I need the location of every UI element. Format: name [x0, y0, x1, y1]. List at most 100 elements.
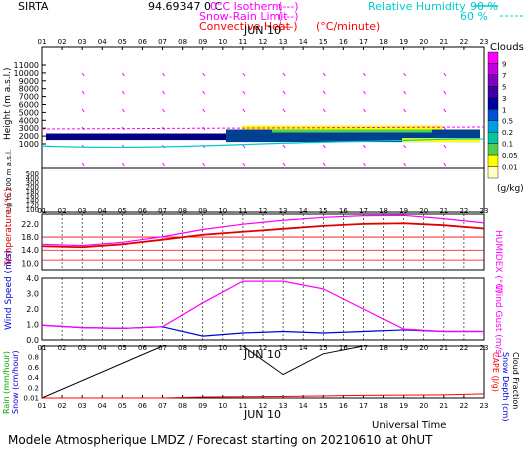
- colorbar-swatch: [487, 97, 499, 110]
- panel2-ylabel-right: HUMIDEX (°C): [493, 230, 503, 293]
- y-tick-label-upper: 7000: [19, 93, 39, 102]
- panel2-x-tick-label: 14: [299, 207, 308, 215]
- colorbar-tick-label: 0.1: [502, 141, 513, 149]
- wind-barb: [81, 72, 85, 77]
- panel3-x-tick-label: 08: [178, 344, 187, 352]
- panel3-x-tick-label: 13: [279, 344, 288, 352]
- panel1-ylabel: Height (m a.s.l.): [3, 67, 13, 140]
- colorbar-swatch: [487, 86, 499, 99]
- wind-barb: [443, 162, 447, 167]
- panel3-y-tick-label: 4.0: [26, 274, 39, 283]
- panel4-x-tick-label: 04: [98, 402, 107, 410]
- legend-convective-symbol: (—): [278, 20, 298, 33]
- panel2-x-tick-label: 12: [259, 207, 268, 215]
- humidity-60: 60 %: [460, 10, 488, 23]
- panel3-x-tick-label: 14: [299, 344, 308, 352]
- wind-barb: [322, 162, 326, 167]
- panel2-x-tick-label: 17: [359, 207, 368, 215]
- panel2-x-tick-label: 16: [339, 207, 348, 215]
- panel4-x-tick-label: 06: [138, 402, 147, 410]
- wind-barb: [403, 144, 407, 149]
- wind-barb: [162, 108, 165, 113]
- colorbar-tick-label: 0.05: [502, 152, 518, 160]
- panel4-ylabel-snow: Snow (cm/hour): [11, 350, 20, 414]
- panel4-x-tick-label: 12: [259, 402, 268, 410]
- legend-snowrain: Snow-Rain Limit: [199, 10, 288, 23]
- footer-title: Modele Atmospherique LMDZ / Forecast sta…: [8, 433, 433, 447]
- colorbar-title: Clouds: [490, 42, 524, 53]
- wind-barb: [242, 90, 246, 95]
- series-line-wind-gust: [41, 280, 484, 333]
- panel2-x-tick-label: 02: [58, 207, 67, 215]
- wind-barb: [242, 108, 246, 113]
- y-tick-label-lower: 300: [26, 179, 39, 187]
- panel2-x-tick-label: 10: [218, 207, 227, 215]
- y-tick-label-lower: 200: [26, 184, 39, 192]
- panel4-x-tick-label: 01: [38, 402, 47, 410]
- site-code: 94.69347: [148, 0, 201, 13]
- colorbar-tick-label: 0.01: [502, 164, 518, 172]
- y-tick-label-upper: 10000: [14, 69, 39, 78]
- panel2-x-tick-label: 15: [319, 207, 328, 215]
- y-tick-label-lower: 160: [26, 193, 39, 201]
- panel4-x-tick-label: 02: [58, 402, 67, 410]
- panel2-x-tick-label: 08: [178, 207, 187, 215]
- wind-barb: [162, 72, 165, 77]
- panel4-y-tick-label: 0.01: [23, 394, 39, 402]
- wind-barb: [322, 144, 326, 149]
- panel3-x-tick-label: 11: [238, 344, 247, 352]
- x-tick-label-top: 20: [419, 38, 428, 46]
- wind-barb: [81, 90, 85, 95]
- panel2-x-tick-label: 11: [238, 207, 247, 215]
- panel4-date: JUN 10: [243, 408, 281, 421]
- panel4-x-tick-label: 21: [439, 402, 448, 410]
- colorbar-swatch: [487, 166, 499, 179]
- wind-barb: [282, 72, 286, 77]
- isotherm-line: [41, 126, 485, 130]
- panel4-x-tick-label: 07: [158, 402, 167, 410]
- panel3-x-tick-label: 07: [158, 344, 167, 352]
- colorbar-swatch: [487, 120, 499, 133]
- y-tick-label-upper: 2000: [19, 132, 39, 141]
- colorbar-tick-label: 0.2: [502, 129, 513, 137]
- cloud-layer-yellow-2: [402, 138, 480, 143]
- colorbar-tick-label: 0.5: [502, 118, 513, 126]
- panel2-x-tick-label: 23: [480, 207, 489, 215]
- panel3-x-tick-label: 22: [459, 344, 468, 352]
- panel2-x-tick-label: 07: [158, 207, 167, 215]
- panel4-x-tick-label: 15: [319, 402, 328, 410]
- series-line-cloud-fraction: [41, 345, 484, 399]
- x-tick-label-top: 01: [38, 38, 47, 46]
- y-tick-label-upper: 3000: [19, 124, 39, 133]
- panel4-x-tick-label: 03: [78, 402, 87, 410]
- panel3-x-tick-label: 15: [319, 344, 328, 352]
- series-line-cape: [42, 393, 485, 399]
- panel3-x-tick-label: 12: [259, 344, 268, 352]
- wind-barb: [202, 162, 206, 167]
- panel4-x-tick-label: 17: [359, 402, 368, 410]
- wind-barb: [162, 162, 165, 167]
- x-tick-label-top: 12: [259, 38, 268, 46]
- x-tick-label-top: 16: [339, 38, 348, 46]
- wind-barb: [81, 162, 85, 167]
- x-tick-label-top: 23: [480, 38, 489, 46]
- x-tick-label-top: 07: [158, 38, 167, 46]
- x-tick-label-top: 06: [138, 38, 147, 46]
- panel2-x-tick-label: 22: [459, 207, 468, 215]
- panel3-y-tick-label: 1.0: [26, 321, 39, 330]
- wind-barb: [322, 108, 326, 113]
- wind-barb: [403, 72, 407, 77]
- legend-isotherm: 0°C Isotherm: [210, 0, 282, 13]
- y-tick-label-upper: 8000: [19, 85, 39, 94]
- cloud-layer-left: [46, 133, 226, 141]
- colorbar-tick-label: 3: [502, 95, 506, 103]
- x-tick-label-top: 21: [439, 38, 448, 46]
- panel4-ylabel-rain: Rain (mm/hour): [2, 351, 11, 414]
- panel2-x-tick-label: 06: [138, 207, 147, 215]
- x-tick-label-top: 17: [359, 38, 368, 46]
- universal-time-label: Universal Time: [372, 420, 446, 431]
- humidity-legend-label: Relative Humidity: [368, 0, 466, 13]
- humidity-90: 90 %: [470, 0, 498, 13]
- panel2-x-tick-label: 19: [399, 207, 408, 215]
- x-tick-label-top: 04: [98, 38, 107, 46]
